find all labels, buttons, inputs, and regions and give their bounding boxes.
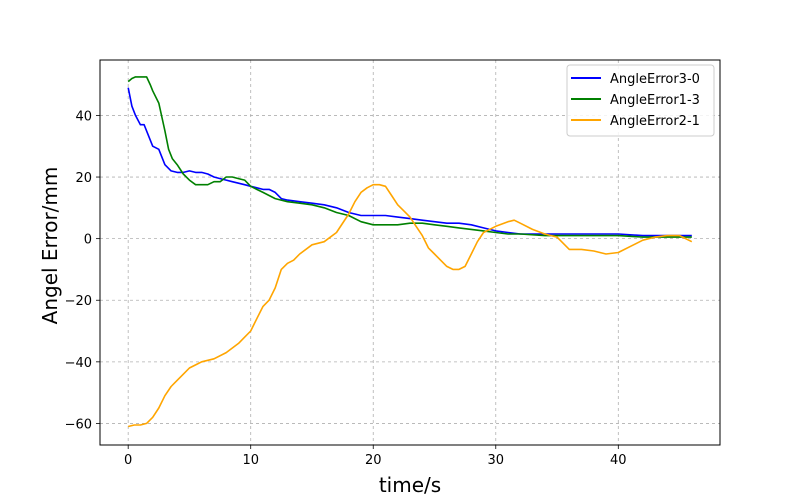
x-axis-label: time/s	[379, 473, 441, 497]
x-tick-label: 40	[610, 453, 627, 468]
series-line-1	[127, 87, 692, 237]
y-axis-label: Angel Error/mm	[38, 167, 62, 325]
y-tick-label: 0	[84, 233, 92, 248]
legend-label: AngleError2-1	[610, 114, 700, 129]
axis-ticks: 0 10 20 30 40 −60 −40 −20 0 20 40	[65, 109, 627, 468]
x-tick-label: 10	[242, 453, 259, 468]
y-tick-label: 40	[75, 109, 92, 124]
legend-label: AngleError3-0	[610, 72, 700, 87]
y-tick-label: 20	[75, 171, 92, 186]
x-tick-label: 20	[365, 453, 382, 468]
x-tick-label: 30	[487, 453, 504, 468]
y-tick-label: −60	[65, 417, 92, 432]
legend: AngleError3-0 AngleError1-3 AngleError2-1	[566, 64, 715, 137]
y-tick-label: −20	[65, 294, 92, 309]
plot-area-frame	[99, 59, 721, 446]
legend-label: AngleError1-3	[610, 93, 700, 108]
series-lines	[127, 76, 693, 428]
series-line-2	[127, 76, 692, 238]
legend-box	[566, 64, 715, 137]
y-tick-label: −40	[65, 356, 92, 371]
series-line-3	[128, 183, 693, 428]
x-tick-label: 0	[124, 453, 132, 468]
